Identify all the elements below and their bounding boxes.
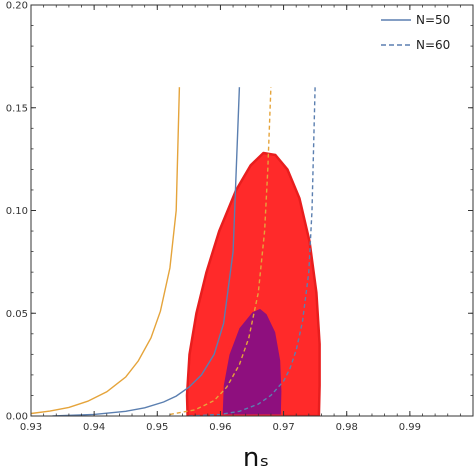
y-tick-label: 0.15 [6,103,28,114]
legend-label-n-60: N=60 [416,38,450,52]
y-tick-label: 0.05 [6,309,28,320]
x-tick-label: 0.97 [272,422,294,433]
x-tick-label: 0.99 [399,422,421,433]
x-tick-label: 0.98 [336,422,358,433]
curve-n-60 [188,87,316,416]
region-95-cl [185,151,321,416]
axes: 0.93 0.94 0.95 0.96 0.97 0.98 0.99 0.00 0.05 0.10… [6,1,474,433]
y-tick-label: 0.20 [6,1,28,12]
x-tick-label: 0.94 [83,422,105,433]
curve-series-2-solid [31,87,181,415]
region-68-cl [219,305,285,416]
x-axis-label: nₛ [243,443,269,473]
confidence-regions [185,151,321,416]
x-tick-label: 0.96 [209,422,231,433]
y-tick-label: 0.10 [6,206,28,217]
legend: N=50 N=60 [381,13,450,52]
x-tick-label: 0.95 [146,422,168,433]
y-tick-label: 0.00 [6,412,28,423]
x-tick-label: 0.93 [20,422,42,433]
model-curves [31,87,316,416]
curve-series-3-dashed [169,87,272,416]
curve-n-50 [52,87,241,416]
legend-label-n-50: N=50 [416,13,450,27]
